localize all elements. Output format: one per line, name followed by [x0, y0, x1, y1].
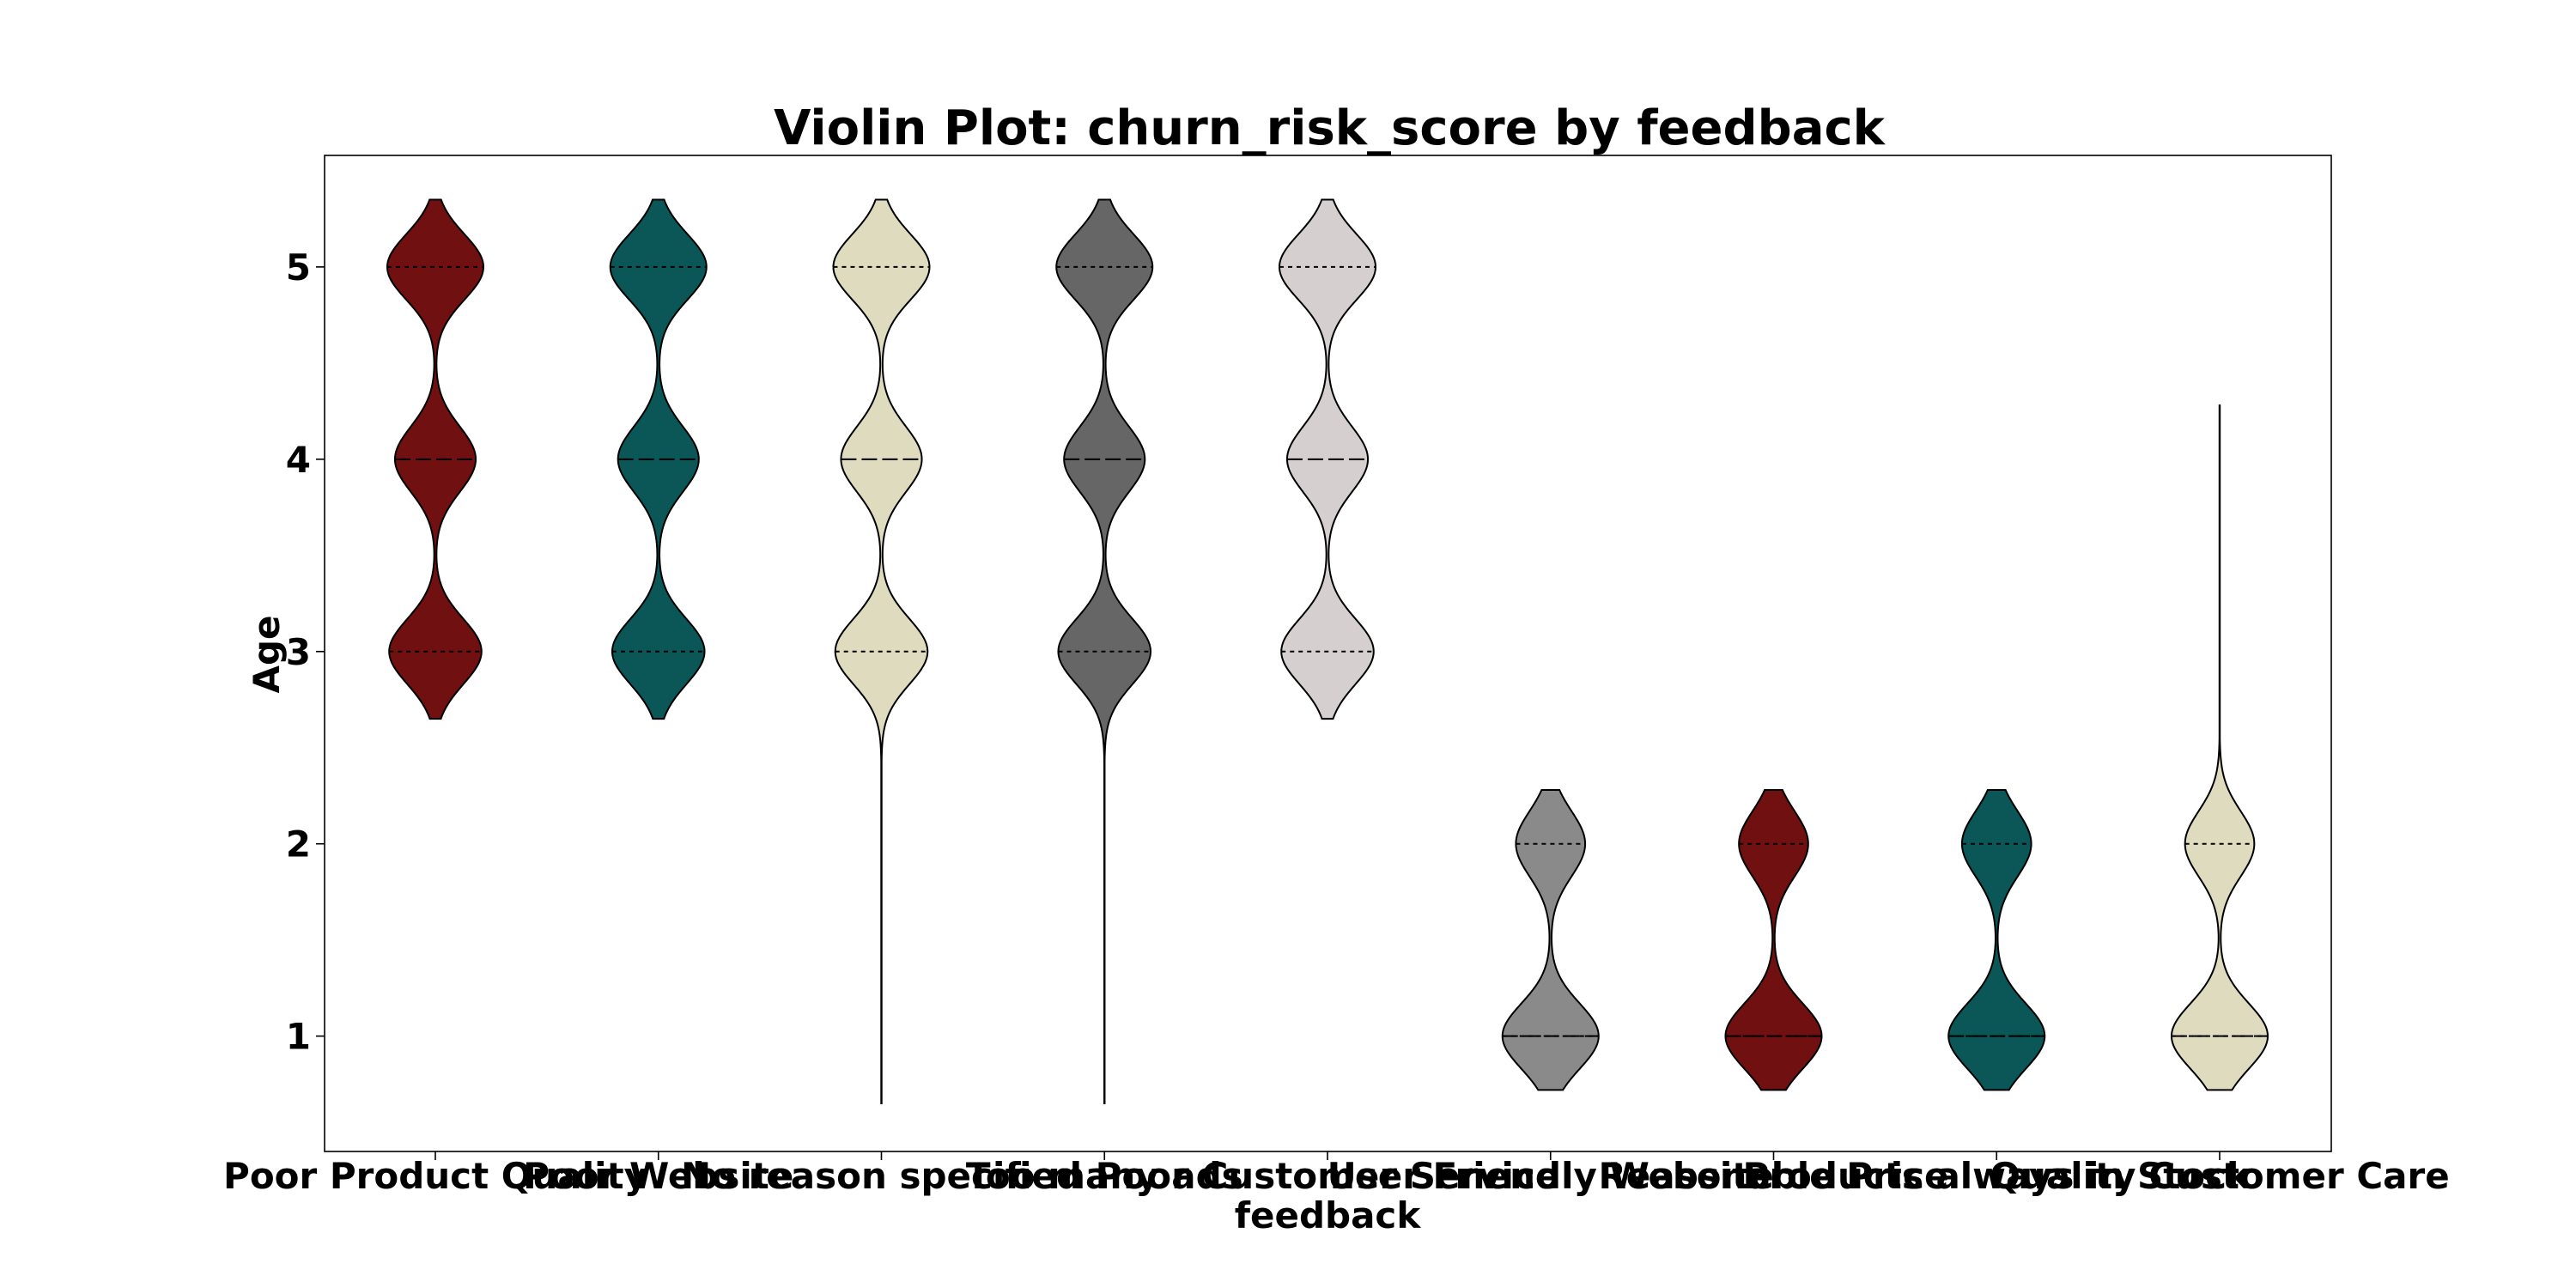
x-tick-label: Poor Product Quality — [223, 1155, 647, 1197]
violin-9 — [2170, 404, 2269, 1091]
x-tick-label: Reasonable Price — [1598, 1155, 1948, 1197]
violin-5 — [1278, 198, 1377, 720]
chart-title: Violin Plot: churn_risk_score by feedbac… — [774, 100, 1886, 156]
y-tick-label: 5 — [286, 246, 311, 289]
y-axis-label: Age — [246, 615, 288, 693]
y-axis: 1 2 3 4 5 — [286, 246, 325, 1058]
violin-8 — [1947, 789, 2046, 1091]
x-tick-label: Products always in Stock — [1743, 1155, 2251, 1197]
y-tick-label: 1 — [286, 1016, 311, 1058]
violin-7 — [1724, 789, 1823, 1091]
x-tick-label: Quality Customer Care — [1990, 1155, 2449, 1197]
x-tick-label: User Friendly Website — [1327, 1155, 1774, 1197]
y-tick-label: 4 — [286, 439, 311, 481]
x-tick-label: Too many ads — [966, 1155, 1243, 1197]
y-tick-label: 2 — [286, 823, 311, 866]
violin-1 — [386, 198, 485, 720]
x-tick-label: No reason specified — [681, 1155, 1082, 1197]
x-axis-label: feedback — [1235, 1194, 1422, 1236]
x-tick-label: Poor Customer Service — [1096, 1155, 1560, 1197]
x-tick-label: Poor Website — [523, 1155, 793, 1197]
violin-6 — [1501, 789, 1600, 1091]
violin-2 — [609, 198, 708, 720]
quartile-lines-group — [386, 265, 2269, 1037]
y-tick-label: 3 — [286, 631, 311, 673]
